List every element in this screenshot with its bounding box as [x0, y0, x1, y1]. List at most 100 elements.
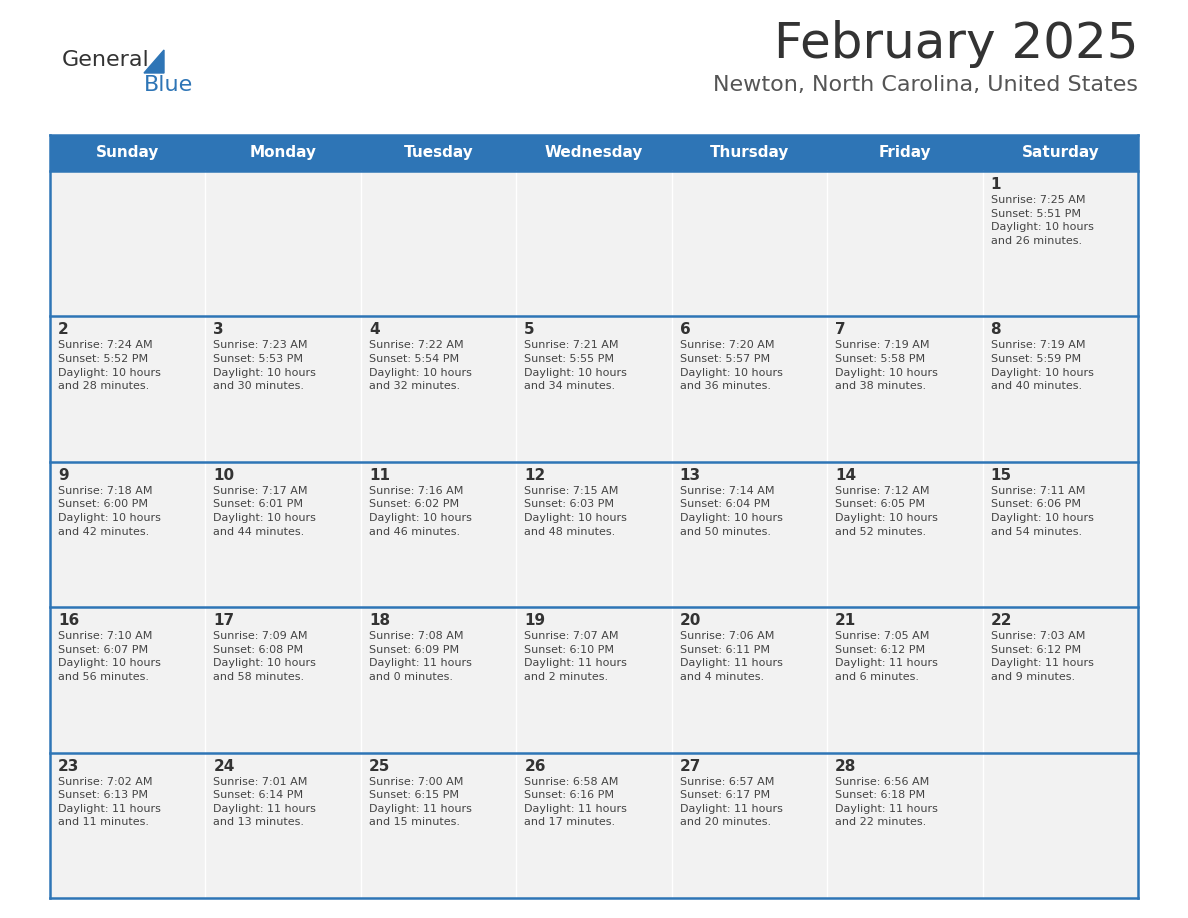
Text: Sunrise: 7:05 AM
Sunset: 6:12 PM
Daylight: 11 hours
and 6 minutes.: Sunrise: 7:05 AM Sunset: 6:12 PM Dayligh… [835, 632, 939, 682]
Text: 7: 7 [835, 322, 846, 338]
Text: Sunrise: 7:19 AM
Sunset: 5:59 PM
Daylight: 10 hours
and 40 minutes.: Sunrise: 7:19 AM Sunset: 5:59 PM Dayligh… [991, 341, 1093, 391]
Text: 20: 20 [680, 613, 701, 628]
Text: Sunrise: 7:25 AM
Sunset: 5:51 PM
Daylight: 10 hours
and 26 minutes.: Sunrise: 7:25 AM Sunset: 5:51 PM Dayligh… [991, 195, 1093, 246]
Text: Sunrise: 7:10 AM
Sunset: 6:07 PM
Daylight: 10 hours
and 56 minutes.: Sunrise: 7:10 AM Sunset: 6:07 PM Dayligh… [58, 632, 160, 682]
Bar [206, 753, 361, 898]
Text: 16: 16 [58, 613, 80, 628]
Text: Blue: Blue [144, 75, 194, 95]
Text: Sunrise: 6:58 AM
Sunset: 6:16 PM
Daylight: 11 hours
and 17 minutes.: Sunrise: 6:58 AM Sunset: 6:16 PM Dayligh… [524, 777, 627, 827]
Text: 12: 12 [524, 468, 545, 483]
Text: 26: 26 [524, 758, 545, 774]
Text: Sunrise: 7:18 AM
Sunset: 6:00 PM
Daylight: 10 hours
and 42 minutes.: Sunrise: 7:18 AM Sunset: 6:00 PM Dayligh… [58, 486, 160, 537]
Bar [517, 607, 671, 753]
Bar [827, 753, 982, 898]
Bar [50, 753, 206, 898]
Text: 11: 11 [368, 468, 390, 483]
Text: Friday: Friday [879, 145, 931, 161]
Text: Sunrise: 7:24 AM
Sunset: 5:52 PM
Daylight: 10 hours
and 28 minutes.: Sunrise: 7:24 AM Sunset: 5:52 PM Dayligh… [58, 341, 160, 391]
Text: 8: 8 [991, 322, 1001, 338]
Text: 5: 5 [524, 322, 535, 338]
Bar [50, 317, 206, 462]
Bar [517, 753, 671, 898]
Bar [982, 171, 1138, 317]
Text: 22: 22 [991, 613, 1012, 628]
Text: 3: 3 [214, 322, 225, 338]
Text: 18: 18 [368, 613, 390, 628]
Text: Sunrise: 7:14 AM
Sunset: 6:04 PM
Daylight: 10 hours
and 50 minutes.: Sunrise: 7:14 AM Sunset: 6:04 PM Dayligh… [680, 486, 783, 537]
Text: 24: 24 [214, 758, 235, 774]
Text: February 2025: February 2025 [773, 20, 1138, 68]
Bar [982, 753, 1138, 898]
Bar [671, 607, 827, 753]
Bar [827, 317, 982, 462]
Text: General: General [62, 50, 150, 70]
Bar [517, 317, 671, 462]
Text: Sunrise: 7:16 AM
Sunset: 6:02 PM
Daylight: 10 hours
and 46 minutes.: Sunrise: 7:16 AM Sunset: 6:02 PM Dayligh… [368, 486, 472, 537]
Bar [827, 462, 982, 607]
Text: Sunrise: 6:56 AM
Sunset: 6:18 PM
Daylight: 11 hours
and 22 minutes.: Sunrise: 6:56 AM Sunset: 6:18 PM Dayligh… [835, 777, 939, 827]
Text: Sunrise: 6:57 AM
Sunset: 6:17 PM
Daylight: 11 hours
and 20 minutes.: Sunrise: 6:57 AM Sunset: 6:17 PM Dayligh… [680, 777, 783, 827]
Bar [982, 317, 1138, 462]
Bar [50, 462, 206, 607]
Text: Sunrise: 7:19 AM
Sunset: 5:58 PM
Daylight: 10 hours
and 38 minutes.: Sunrise: 7:19 AM Sunset: 5:58 PM Dayligh… [835, 341, 939, 391]
Text: 9: 9 [58, 468, 69, 483]
Text: Sunrise: 7:12 AM
Sunset: 6:05 PM
Daylight: 10 hours
and 52 minutes.: Sunrise: 7:12 AM Sunset: 6:05 PM Dayligh… [835, 486, 939, 537]
Text: Sunrise: 7:01 AM
Sunset: 6:14 PM
Daylight: 11 hours
and 13 minutes.: Sunrise: 7:01 AM Sunset: 6:14 PM Dayligh… [214, 777, 316, 827]
Bar [206, 317, 361, 462]
Text: 10: 10 [214, 468, 234, 483]
Text: Wednesday: Wednesday [545, 145, 643, 161]
Bar [827, 171, 982, 317]
Text: Sunrise: 7:00 AM
Sunset: 6:15 PM
Daylight: 11 hours
and 15 minutes.: Sunrise: 7:00 AM Sunset: 6:15 PM Dayligh… [368, 777, 472, 827]
Text: 15: 15 [991, 468, 1012, 483]
Bar [206, 171, 361, 317]
Bar [517, 462, 671, 607]
Text: Sunrise: 7:07 AM
Sunset: 6:10 PM
Daylight: 11 hours
and 2 minutes.: Sunrise: 7:07 AM Sunset: 6:10 PM Dayligh… [524, 632, 627, 682]
Text: 2: 2 [58, 322, 69, 338]
Text: Thursday: Thursday [709, 145, 789, 161]
Bar [206, 607, 361, 753]
Text: Sunrise: 7:11 AM
Sunset: 6:06 PM
Daylight: 10 hours
and 54 minutes.: Sunrise: 7:11 AM Sunset: 6:06 PM Dayligh… [991, 486, 1093, 537]
Bar [50, 607, 206, 753]
Text: 17: 17 [214, 613, 234, 628]
Text: Sunrise: 7:22 AM
Sunset: 5:54 PM
Daylight: 10 hours
and 32 minutes.: Sunrise: 7:22 AM Sunset: 5:54 PM Dayligh… [368, 341, 472, 391]
Text: Sunrise: 7:06 AM
Sunset: 6:11 PM
Daylight: 11 hours
and 4 minutes.: Sunrise: 7:06 AM Sunset: 6:11 PM Dayligh… [680, 632, 783, 682]
Bar [361, 607, 517, 753]
Bar [361, 317, 517, 462]
Text: Tuesday: Tuesday [404, 145, 474, 161]
Bar [50, 135, 1138, 171]
Text: Sunrise: 7:20 AM
Sunset: 5:57 PM
Daylight: 10 hours
and 36 minutes.: Sunrise: 7:20 AM Sunset: 5:57 PM Dayligh… [680, 341, 783, 391]
Text: 1: 1 [991, 177, 1001, 192]
Bar [827, 607, 982, 753]
Bar [50, 171, 206, 317]
Text: 6: 6 [680, 322, 690, 338]
Bar [671, 753, 827, 898]
Bar [671, 462, 827, 607]
Text: Sunrise: 7:08 AM
Sunset: 6:09 PM
Daylight: 11 hours
and 0 minutes.: Sunrise: 7:08 AM Sunset: 6:09 PM Dayligh… [368, 632, 472, 682]
Bar [671, 171, 827, 317]
Text: 27: 27 [680, 758, 701, 774]
Bar [517, 171, 671, 317]
Polygon shape [144, 50, 164, 73]
Text: 4: 4 [368, 322, 379, 338]
Bar [361, 753, 517, 898]
Text: Monday: Monday [249, 145, 317, 161]
Text: Sunrise: 7:09 AM
Sunset: 6:08 PM
Daylight: 10 hours
and 58 minutes.: Sunrise: 7:09 AM Sunset: 6:08 PM Dayligh… [214, 632, 316, 682]
Bar [361, 171, 517, 317]
Text: 25: 25 [368, 758, 390, 774]
Bar [982, 607, 1138, 753]
Text: Sunday: Sunday [96, 145, 159, 161]
Text: 21: 21 [835, 613, 857, 628]
Text: 28: 28 [835, 758, 857, 774]
Text: Sunrise: 7:02 AM
Sunset: 6:13 PM
Daylight: 11 hours
and 11 minutes.: Sunrise: 7:02 AM Sunset: 6:13 PM Dayligh… [58, 777, 160, 827]
Text: Saturday: Saturday [1022, 145, 1099, 161]
Text: 14: 14 [835, 468, 857, 483]
Text: 13: 13 [680, 468, 701, 483]
Text: Sunrise: 7:23 AM
Sunset: 5:53 PM
Daylight: 10 hours
and 30 minutes.: Sunrise: 7:23 AM Sunset: 5:53 PM Dayligh… [214, 341, 316, 391]
Text: Sunrise: 7:17 AM
Sunset: 6:01 PM
Daylight: 10 hours
and 44 minutes.: Sunrise: 7:17 AM Sunset: 6:01 PM Dayligh… [214, 486, 316, 537]
Bar [361, 462, 517, 607]
Text: 19: 19 [524, 613, 545, 628]
Bar [982, 462, 1138, 607]
Text: Sunrise: 7:03 AM
Sunset: 6:12 PM
Daylight: 11 hours
and 9 minutes.: Sunrise: 7:03 AM Sunset: 6:12 PM Dayligh… [991, 632, 1093, 682]
Text: Sunrise: 7:15 AM
Sunset: 6:03 PM
Daylight: 10 hours
and 48 minutes.: Sunrise: 7:15 AM Sunset: 6:03 PM Dayligh… [524, 486, 627, 537]
Bar [206, 462, 361, 607]
